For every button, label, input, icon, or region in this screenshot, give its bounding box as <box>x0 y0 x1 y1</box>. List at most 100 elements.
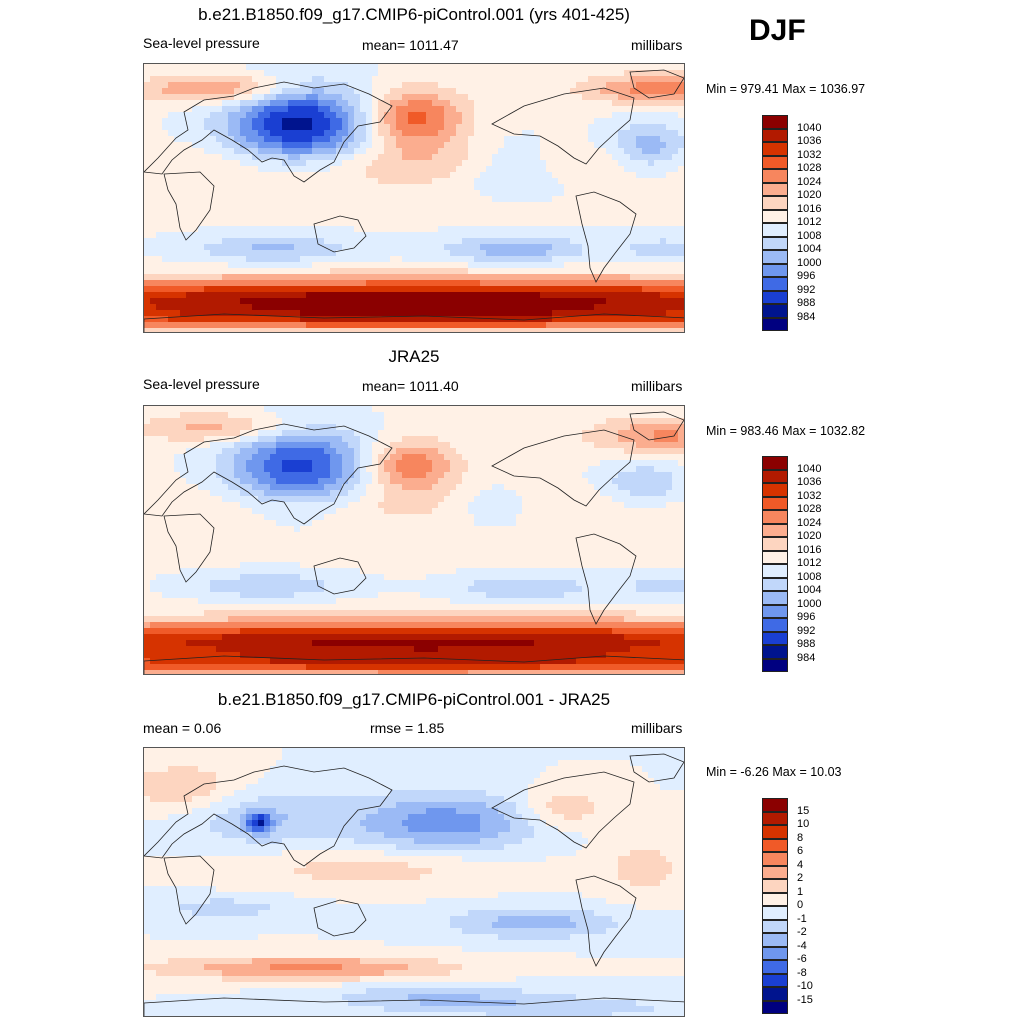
field-cell <box>600 286 607 293</box>
field-cell <box>618 322 625 329</box>
field-cell <box>486 106 493 113</box>
field-cell <box>462 130 469 137</box>
field-cell <box>204 226 211 233</box>
field-cell <box>258 112 265 119</box>
field-cell <box>222 64 229 71</box>
field-cell <box>660 214 667 221</box>
field-cell <box>252 112 259 119</box>
field-cell <box>684 412 685 419</box>
field-cell <box>150 424 157 431</box>
field-cell <box>594 322 601 329</box>
field-cell <box>516 76 523 83</box>
field-cell <box>258 310 265 317</box>
field-cell <box>168 88 175 95</box>
field-cell <box>486 322 493 329</box>
field-cell <box>546 196 553 203</box>
field-cell <box>546 304 553 311</box>
field-cell <box>372 112 379 119</box>
field-cell <box>498 274 505 281</box>
field-cell <box>468 166 475 173</box>
field-cell <box>468 244 475 251</box>
field-cell <box>528 268 535 275</box>
field-cell <box>324 100 331 107</box>
field-cell <box>552 310 559 317</box>
field-cell <box>558 274 565 281</box>
field-cell <box>348 82 355 89</box>
field-cell <box>252 232 259 239</box>
field-cell <box>534 424 541 431</box>
field-cell <box>462 268 469 275</box>
field-cell <box>204 178 211 185</box>
field-cell <box>384 70 391 77</box>
field-cell <box>504 154 511 161</box>
field-cell <box>516 292 523 299</box>
field-cell <box>390 310 397 317</box>
field-cell <box>666 424 673 431</box>
field-cell <box>576 142 583 149</box>
field-cell <box>408 262 415 269</box>
field-cell <box>588 196 595 203</box>
field-cell <box>360 298 367 305</box>
field-cell <box>408 184 415 191</box>
field-cell <box>630 418 637 425</box>
field-cell <box>672 70 679 77</box>
field-cell <box>198 130 205 137</box>
field-cell <box>510 310 517 317</box>
field-cell <box>240 136 247 143</box>
field-cell <box>270 286 277 293</box>
field-cell <box>396 106 403 113</box>
field-cell <box>510 100 517 107</box>
field-cell <box>246 166 253 173</box>
field-cell <box>624 172 631 179</box>
field-cell <box>540 292 547 299</box>
field-cell <box>378 172 385 179</box>
field-cell <box>426 328 433 332</box>
field-cell <box>438 250 445 257</box>
field-cell <box>246 244 253 251</box>
field-cell <box>144 112 151 119</box>
field-cell <box>510 430 517 437</box>
field-cell <box>366 220 373 227</box>
field-cell <box>510 244 517 251</box>
field-cell <box>654 424 661 431</box>
field-cell <box>402 214 409 221</box>
field-cell <box>234 166 241 173</box>
field-cell <box>564 298 571 305</box>
field-cell <box>516 424 523 431</box>
field-cell <box>384 220 391 227</box>
field-cell <box>660 256 667 263</box>
field-cell <box>384 244 391 251</box>
field-cell <box>630 448 637 455</box>
field-cell <box>156 238 163 245</box>
field-cell <box>168 208 175 215</box>
field-cell <box>498 406 505 413</box>
field-cell <box>162 136 169 143</box>
field-cell <box>630 238 637 245</box>
field-cell <box>354 82 361 89</box>
field-cell <box>606 454 613 461</box>
field-cell <box>324 220 331 227</box>
field-cell <box>366 172 373 179</box>
field-cell <box>306 124 313 131</box>
field-cell <box>264 460 271 467</box>
field-cell <box>306 442 313 449</box>
field-cell <box>516 184 523 191</box>
field-cell <box>648 298 655 305</box>
field-cell <box>564 76 571 83</box>
field-cell <box>282 316 289 323</box>
field-cell <box>624 274 631 281</box>
field-cell <box>372 430 379 437</box>
field-cell <box>294 70 301 77</box>
field-cell <box>234 238 241 245</box>
field-cell <box>162 154 169 161</box>
field-cell <box>624 454 631 461</box>
field-cell <box>462 256 469 263</box>
field-cell <box>606 112 613 119</box>
field-cell <box>546 166 553 173</box>
field-cell <box>204 232 211 239</box>
field-cell <box>270 106 277 113</box>
field-cell <box>234 178 241 185</box>
field-cell <box>288 292 295 299</box>
field-cell <box>240 130 247 137</box>
field-cell <box>300 184 307 191</box>
